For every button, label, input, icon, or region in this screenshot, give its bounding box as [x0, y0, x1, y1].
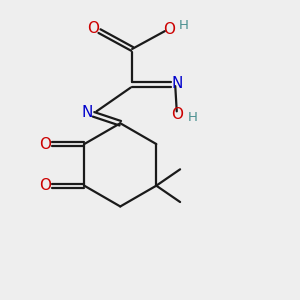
Text: O: O [40, 178, 52, 193]
Text: O: O [40, 136, 52, 152]
Text: O: O [163, 22, 175, 37]
Text: N: N [82, 105, 93, 120]
Text: H: H [188, 111, 198, 124]
Text: O: O [171, 107, 183, 122]
Text: N: N [171, 76, 182, 91]
Text: O: O [88, 21, 100, 36]
Text: H: H [179, 19, 189, 32]
